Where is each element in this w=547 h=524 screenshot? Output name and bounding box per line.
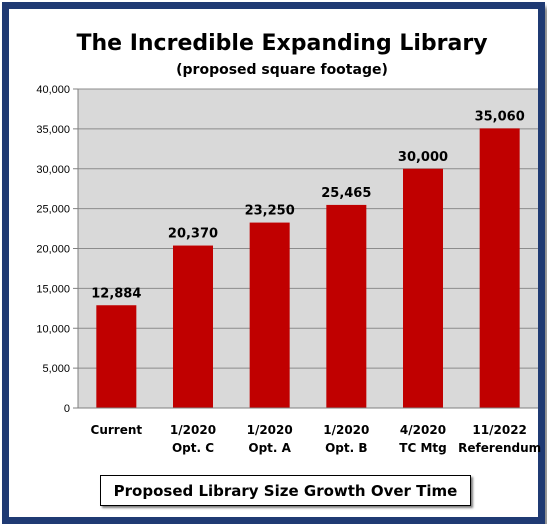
data-label: 23,250 [245, 204, 295, 219]
bar [479, 128, 520, 409]
y-tick-label: 5,000 [42, 363, 70, 375]
bar [326, 204, 367, 408]
y-tick-label: 20,000 [36, 244, 70, 256]
data-label: 30,000 [398, 150, 448, 165]
x-category-label: Opt. C [172, 441, 214, 455]
x-category-label: 1/2020 [170, 423, 216, 437]
bar [403, 168, 443, 408]
y-tick-label: 15,000 [36, 283, 70, 295]
x-category-label: 1/2020 [323, 423, 369, 437]
data-labels: 12,884 20,370 23,250 25,465 30,000 35,060 [91, 109, 525, 301]
bar [249, 222, 290, 408]
chart-caption: Proposed Library Size Growth Over Time [113, 481, 458, 500]
bars [96, 128, 520, 409]
y-tick-label: 25,000 [36, 204, 70, 216]
x-category-label: 1/2020 [247, 423, 293, 437]
data-label: 12,884 [91, 286, 141, 301]
data-label: 35,060 [475, 109, 525, 124]
chart-title: The Incredible Expanding Library [76, 31, 487, 56]
bar [96, 305, 137, 408]
bar [173, 245, 213, 408]
data-label: 25,465 [321, 186, 371, 201]
x-axis-categories: Current 1/2020 Opt. C 1/2020 Opt. A 1/2020 Opt… [91, 423, 542, 455]
chart-subtitle: (proposed square footage) [176, 62, 388, 78]
x-category-label: Referendum [458, 441, 541, 455]
caption-box: Proposed Library Size Growth Over Time [100, 475, 471, 506]
x-category-label: TC Mtg [399, 441, 446, 455]
y-tick-label: 35,000 [36, 124, 70, 136]
x-category-label: 11/2022 [472, 423, 526, 437]
y-tick-label: 10,000 [36, 323, 70, 335]
x-category-label: Current [91, 423, 143, 437]
y-tick-label: 30,000 [36, 164, 70, 176]
y-axis-ticks: 0 5,000 10,000 15,000 20,000 25,000 30,000 35,0… [36, 84, 78, 415]
x-category-label: Opt. A [248, 441, 291, 455]
y-tick-label: 40,000 [36, 84, 70, 96]
data-label: 20,370 [168, 227, 218, 242]
y-tick-label: 0 [64, 403, 70, 415]
x-category-label: 4/2020 [400, 423, 446, 437]
x-category-label: Opt. B [325, 441, 367, 455]
gridlines [78, 88, 538, 409]
